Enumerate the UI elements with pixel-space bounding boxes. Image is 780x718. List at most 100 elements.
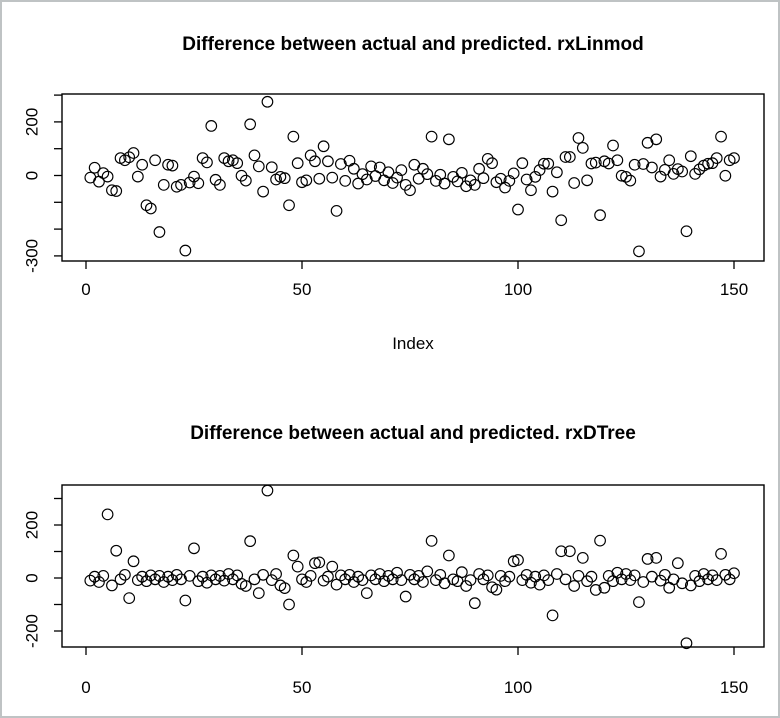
data-point [257,568,269,581]
data-point [650,551,663,564]
data-point [188,170,200,183]
data-point [395,574,408,586]
data-point [654,574,667,587]
data-point [157,179,170,191]
data-point [585,570,598,583]
data-point [464,574,477,586]
data-point [572,570,585,582]
data-point [542,574,555,586]
data-point [317,574,330,587]
data-point [287,549,300,562]
data-point [179,244,192,257]
data-point [179,594,192,607]
data-point [602,157,615,170]
data-point [473,162,485,175]
data-point [84,574,97,587]
data-point [162,158,174,171]
x-tick-label: 150 [720,678,748,697]
data-point [339,174,352,187]
y-tick-label: 200 [23,108,42,136]
data-point [676,577,689,590]
x-tick-label: 0 [81,280,90,299]
data-point [533,164,546,177]
data-point [322,155,334,168]
data-point [101,170,114,183]
data-point [144,202,157,215]
data-point [335,158,347,170]
data-point [728,567,740,580]
x-tick-label: 150 [720,280,748,299]
data-point [529,170,542,183]
data-point [153,570,166,582]
data-point [287,130,300,143]
data-point [218,574,231,587]
data-point [589,156,602,169]
data-point [265,574,278,586]
data-point [460,180,473,193]
data-point [507,167,520,180]
data-point [421,565,434,578]
data-point [715,548,727,560]
data-point [481,569,494,582]
data-point [693,575,706,588]
data-point [689,168,701,180]
data-point [304,570,317,582]
data-point [395,164,408,177]
data-point [252,160,265,173]
data-point [201,156,213,169]
data-point [525,184,537,197]
data-point [106,184,118,197]
data-point [119,568,131,581]
x-tick-label: 100 [504,678,532,697]
data-point [620,170,632,183]
data-point [490,583,503,596]
data-point [693,163,706,176]
data-point [563,151,576,163]
data-point [589,584,602,596]
data-point [188,542,200,555]
data-point [149,573,161,586]
data-point [680,225,693,238]
data-point [205,569,218,582]
data-point [594,534,606,547]
data-point [555,545,568,558]
data-point [607,139,619,152]
data-point [131,170,144,183]
data-point [170,568,183,581]
data-point [633,245,645,258]
plot-box [61,93,765,262]
y-tick-label: 0 [23,573,42,582]
data-point [101,508,114,521]
data-point [127,147,140,159]
data-point [455,566,468,579]
data-point [382,166,395,179]
data-point [123,151,136,164]
plot-top-title: Difference between actual and predicted.… [182,34,644,55]
data-point [723,573,736,586]
data-point [205,120,218,132]
data-point [93,576,105,588]
data-point [468,179,481,191]
data-point [555,214,568,227]
data-point [620,568,632,580]
data-point [443,133,455,146]
data-point [646,161,658,174]
data-point [261,95,274,108]
data-point [209,573,222,586]
data-point [261,484,274,497]
data-point [702,157,714,170]
data-point [149,154,161,167]
data-point [715,130,727,143]
data-point [339,573,352,586]
data-point [576,142,589,154]
data-point [114,573,127,586]
data-point [326,560,339,573]
data-point [97,167,110,179]
data-point [192,575,205,588]
data-point [477,172,490,185]
data-point [576,551,589,564]
data-point [343,154,356,167]
data-point [611,154,624,167]
data-point [252,587,265,599]
